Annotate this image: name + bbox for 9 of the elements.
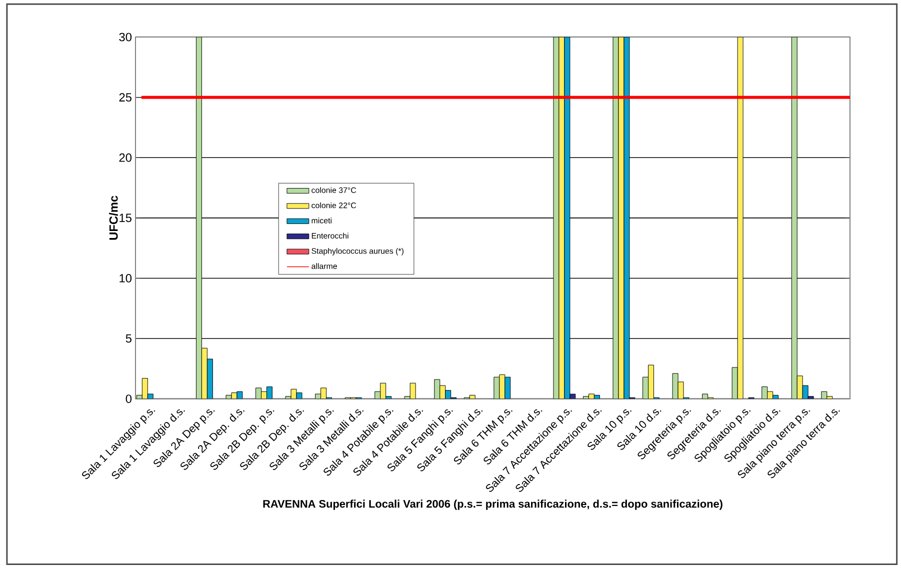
- y-tick-label: 0: [126, 394, 132, 403]
- y-tick-label: 25: [119, 92, 132, 102]
- y-tick-label: 15: [120, 214, 132, 222]
- y-axis-title: UFC/mc: [109, 196, 118, 240]
- y-tick-label: 5: [126, 334, 132, 342]
- y-tick-label: 30: [119, 32, 132, 42]
- y-tick-label: 20: [119, 153, 132, 162]
- y-tick-label: 10: [120, 274, 132, 282]
- x-axis-title: RAVENNA Superfici Locali Vari 2006 (p.s.= prima sanificazione, d.s.= dopo sanificazione): [263, 499, 722, 510]
